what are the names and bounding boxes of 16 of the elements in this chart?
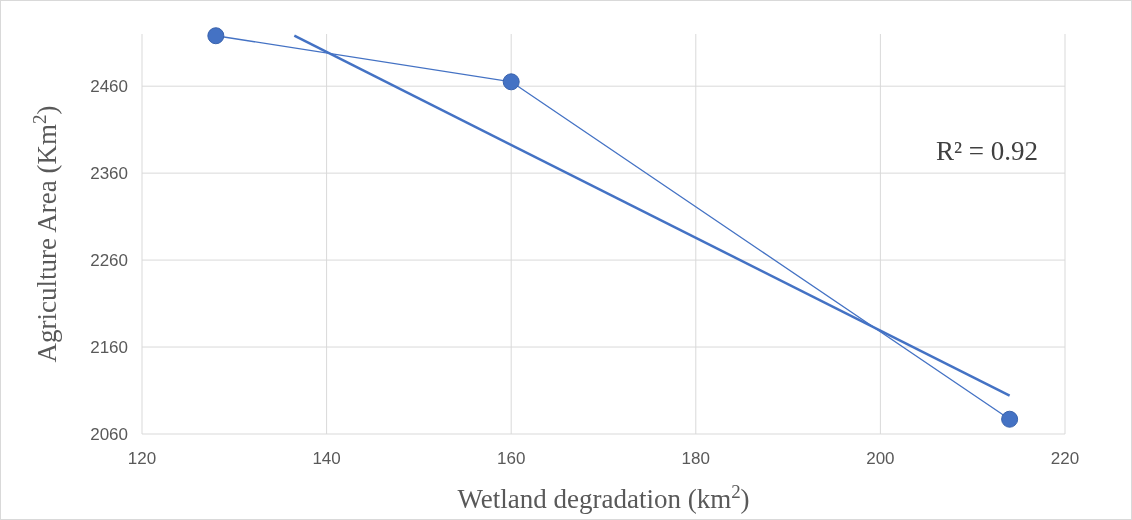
point <box>1001 410 1019 428</box>
y-tick-label: 2360 <box>90 164 128 184</box>
y-tick-label: 2460 <box>90 77 128 97</box>
x-tick-label: 180 <box>681 449 710 468</box>
y-tick-label: 2160 <box>90 338 128 358</box>
point <box>207 27 225 45</box>
x-tick-label: 220 <box>1050 449 1080 468</box>
x-tick-label: 140 <box>312 449 341 468</box>
x-tick-label: 120 <box>127 449 157 468</box>
x-tick-label: 160 <box>497 449 526 468</box>
x-tick-label: 200 <box>866 449 895 468</box>
point <box>502 73 520 91</box>
y-tick-label: 2260 <box>90 251 128 271</box>
annotation: R² = 0.92 <box>935 136 1038 166</box>
x-axis-title: Wetland degradation (km$^{2}$) <box>457 480 750 514</box>
y-tick-label: 2060 <box>90 425 128 444</box>
